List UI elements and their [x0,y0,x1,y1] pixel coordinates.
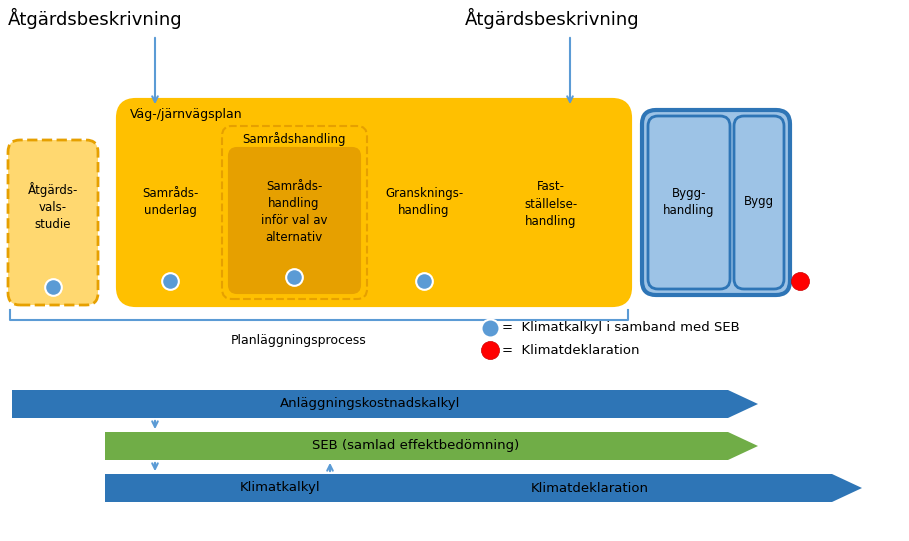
Text: SEB (samlad effektbedömning): SEB (samlad effektbedömning) [313,439,520,452]
Polygon shape [12,390,758,418]
Text: Bygg-
handling: Bygg- handling [664,187,714,217]
FancyBboxPatch shape [374,126,474,299]
Text: Planläggningsprocess: Planläggningsprocess [231,334,367,347]
Text: Samrådshandling: Samrådshandling [243,132,345,146]
Text: Åtgärdsbeskrivning: Åtgärdsbeskrivning [465,8,640,29]
FancyBboxPatch shape [125,126,215,299]
Text: Samråds-
handling
inför val av
alternativ: Samråds- handling inför val av alternati… [261,180,327,244]
Text: =  Klimatkalkyl i samband med SEB: = Klimatkalkyl i samband med SEB [502,321,740,334]
Text: Klimatkalkyl: Klimatkalkyl [240,481,320,494]
FancyBboxPatch shape [229,148,360,293]
Text: Gransknings-
handling: Gransknings- handling [385,187,463,217]
FancyBboxPatch shape [481,126,622,299]
Polygon shape [105,432,758,460]
Text: Åtgärds-
vals-
studie: Åtgärds- vals- studie [28,182,78,232]
Text: =  Klimatdeklaration: = Klimatdeklaration [502,344,640,357]
Text: Anläggningskostnadskalkyl: Anläggningskostnadskalkyl [280,398,460,411]
FancyBboxPatch shape [734,116,784,289]
Polygon shape [105,474,862,502]
FancyBboxPatch shape [222,126,367,299]
Text: Bygg: Bygg [744,195,774,208]
Text: Klimatdeklaration: Klimatdeklaration [531,481,649,494]
Text: Fast-
ställelse-
handling: Fast- ställelse- handling [524,181,577,228]
FancyBboxPatch shape [642,110,790,295]
FancyBboxPatch shape [118,100,630,305]
FancyBboxPatch shape [648,116,730,289]
FancyBboxPatch shape [8,140,98,305]
Text: Åtgärdsbeskrivning: Åtgärdsbeskrivning [8,8,183,29]
Text: Väg-/järnvägsplan: Väg-/järnvägsplan [130,108,243,121]
Text: Samråds-
underlag: Samråds- underlag [142,187,198,217]
